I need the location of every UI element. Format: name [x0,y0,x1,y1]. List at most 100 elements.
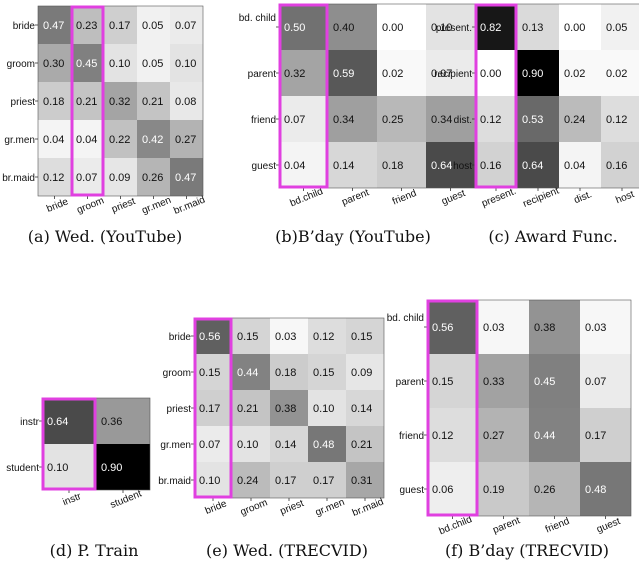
row-label: dist. [454,115,472,126]
heatmap-cell [137,158,170,196]
heatmap-cell [71,120,104,158]
cell-value: 0.09 [109,172,130,184]
cell-value: 0.21 [237,403,258,415]
cell-value: 0.04 [284,160,305,172]
heatmap-3: 0.82 0.13 0.00 0.05 0.00 0.90 0.02 0.02 0.12 0.53… [434,3,639,246]
cell-value: 0.45 [76,58,97,70]
col-label: gr.men [140,195,172,217]
cell-value: 0.14 [333,160,354,172]
cell-value: 0.19 [483,484,504,496]
cell-value: 0.33 [483,376,504,388]
heatmap-cell [194,354,232,390]
col-label: priest [279,498,306,517]
chart-caption: (f) B’day (TRECVID) [445,541,609,560]
row-label: priest [167,404,192,415]
col-label: instr [61,491,83,509]
heatmap-cell [427,300,478,354]
cell-value: 0.10 [199,475,220,487]
cell-value: 0.64 [47,416,68,428]
col-label: br.maid [172,194,207,216]
heatmap-cell [328,4,377,50]
row-label: guest [400,485,425,496]
cell-value: 0.21 [351,439,372,451]
cell-value: 0.10 [431,22,452,34]
col-label: host [614,189,636,206]
cell-value: 0.07 [76,172,97,184]
cell-value: 0.15 [313,367,334,379]
cell-value: 0.09 [351,367,372,379]
cell-value: 0.07 [199,439,220,451]
cell-value: 0.10 [175,58,196,70]
row-label: present. [436,23,472,34]
cell-value: 0.16 [606,160,627,172]
cell-value: 0.05 [142,58,163,70]
heatmap-cell [270,354,308,390]
cell-value: 0.04 [43,134,64,146]
cell-value: 0.53 [522,114,543,126]
heatmap-cell [232,318,270,354]
cell-value: 0.44 [237,367,258,379]
cell-value: 0.15 [237,331,258,343]
cell-value: 0.17 [109,20,130,32]
cell-value: 0.07 [431,68,452,80]
chart-caption: (a) Wed. (YouTube) [28,227,182,246]
cell-value: 0.00 [564,22,585,34]
cell-value: 0.21 [76,96,97,108]
heatmap-cell [279,4,328,50]
cell-value: 0.12 [313,331,334,343]
row-label: parent [396,377,425,388]
heatmap-cell [475,50,517,96]
heatmap-cell [270,318,308,354]
col-label: priest [110,196,137,215]
heatmap-cell [529,462,580,516]
heatmap-cell [137,120,170,158]
cell-value: 0.56 [199,331,220,343]
highlight-column [41,397,97,491]
heatmap-cell [529,354,580,408]
row-label: gr.men [4,135,35,146]
row-label: bd. child [239,13,276,24]
cell-value: 0.47 [175,172,196,184]
heatmap-cell [559,142,601,188]
heatmap-cell [475,142,517,188]
cell-value: 0.38 [534,322,555,334]
cell-value: 0.42 [142,134,163,146]
heatmap-cell [580,462,631,516]
heatmap-cell [71,44,104,82]
cell-value: 0.00 [480,68,501,80]
cell-value: 0.18 [275,367,296,379]
heatmap-cell [478,462,529,516]
heatmap-cell [377,142,426,188]
heatmap-cell [517,4,559,50]
cell-value: 0.47 [43,20,64,32]
heatmap-5: 0.56 0.15 0.03 0.12 0.15 0.15 0.44 0.18 0.15 0.09… [158,317,385,560]
cell-value: 0.18 [382,160,403,172]
cell-value: 0.34 [333,114,354,126]
heatmap-1: 0.47 0.23 0.17 0.05 0.07 0.30 0.45 0.10 0.05 0.10… [2,5,207,246]
row-label: groom [7,59,35,70]
heatmap-cell [170,82,203,120]
cell-value: 0.04 [564,160,585,172]
cell-value: 0.59 [333,68,354,80]
cell-value: 0.21 [142,96,163,108]
col-label: friend [391,188,418,208]
heatmap-cell [346,354,384,390]
cell-value: 0.40 [333,22,354,34]
col-label: bd.child [289,186,325,209]
heatmap-cell [426,96,475,142]
chart-caption: (d) P. Train [50,541,139,560]
heatmap-cell [104,6,137,44]
col-label: groom [75,195,105,216]
row-label: bd. child [387,313,424,324]
heatmap-cell [232,426,270,462]
cell-value: 0.03 [483,322,504,334]
heatmap-cell [426,142,475,188]
col-label: friend [544,516,571,536]
cell-value: 0.02 [564,68,585,80]
col-label: dist. [572,189,593,206]
cell-value: 0.64 [431,160,452,172]
heatmap-cell [529,408,580,462]
cell-value: 0.02 [382,68,403,80]
heatmap-cell [194,462,232,498]
heatmap-cell [270,462,308,498]
